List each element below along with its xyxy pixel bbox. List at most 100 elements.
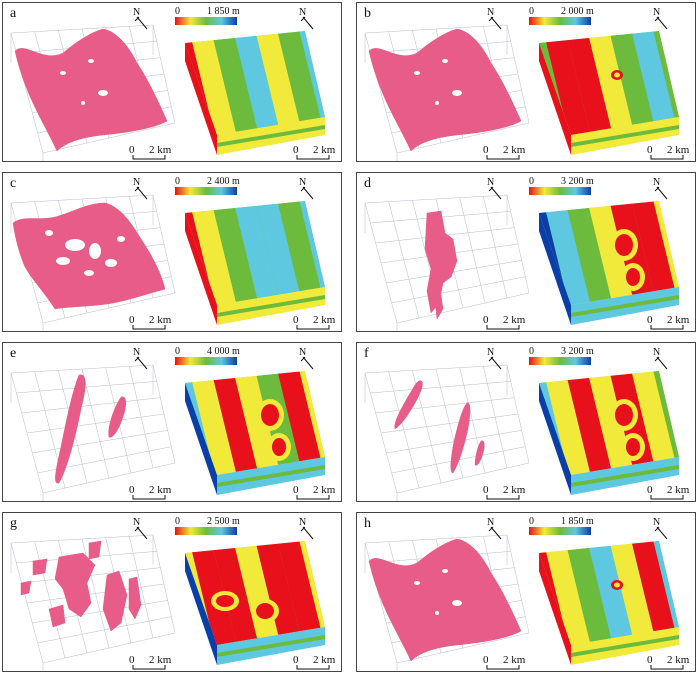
north-arrow-left: N [487,517,502,540]
wireframe-grid [10,364,176,501]
shape-hole [45,230,53,236]
colorbar: 0 4 000 m [175,346,240,365]
panel-h: h N N 0 1 850 m 0 2 km 0 2 km [356,512,696,672]
svg-text:0: 0 [647,144,653,156]
svg-text:N: N [299,177,306,188]
colorbar: 0 2 400 m [175,176,240,195]
colorbar-gradient [529,187,591,195]
colorbar: 0 3 200 m [529,176,594,195]
shape-hole [105,259,117,267]
colorbar: 0 2 000 m [529,6,594,25]
shape-hole [88,59,94,63]
north-arrow-left: N [133,177,148,200]
scale-bar-right: 0 2 km [293,144,336,160]
svg-text:N: N [653,347,660,358]
depth-block-3d [539,31,679,155]
shape-hole [56,257,70,265]
colorbar-max-label: 2 400 m [207,176,240,187]
colorbar-min-label: 0 [529,346,534,357]
scale-bar-right: 0 2 km [647,484,690,500]
panel-f: f N N 0 3 200 m 0 2 km 0 2 km [356,342,696,502]
svg-text:0: 0 [293,144,299,156]
colorbar: 0 1 850 m [175,6,240,25]
scale-bar-left: 0 2 km [129,314,172,330]
north-arrow-right: N [653,7,668,30]
orebody-shape [14,28,168,152]
svg-text:N: N [653,7,660,18]
north-arrow-right: N [653,347,668,370]
panel-g: g N N 0 2 500 m 0 2 km 0 2 km [2,512,342,672]
block-side-face [185,553,217,665]
depth-block-3d [539,541,679,665]
shape-hole [98,90,108,96]
colorbar: 0 2 500 m [175,516,240,535]
colorbar-gradient [175,187,237,195]
svg-text:0: 0 [129,144,135,156]
shape-hole [442,569,448,573]
colorbar-min-label: 0 [529,516,534,527]
colorbar-max-label: 4 000 m [207,346,240,357]
scale-bar-left: 0 2 km [129,654,172,670]
block-side-face [539,213,571,325]
colorbar-gradient [529,527,591,535]
colorbar: 0 3 200 m [529,346,594,365]
shape-hole [81,101,85,105]
panel-d: d N N 0 3 200 m 0 2 km 0 2 km [356,172,696,332]
colorbar-gradient [529,357,591,365]
depth-block-3d [185,31,325,155]
svg-text:0: 0 [483,144,489,156]
svg-text:0: 0 [483,314,489,326]
svg-text:N: N [299,347,306,358]
scale-bar-right: 0 2 km [647,314,690,330]
colorbar-min-label: 0 [529,176,534,187]
svg-text:N: N [133,517,140,528]
panel-c: c N N 0 2 400 m 0 2 km 0 2 km [2,172,342,332]
orebody-shape [55,374,126,484]
svg-text:0: 0 [293,484,299,496]
panel-b: b N N 0 2 000 m 0 2 km 0 2 km [356,2,696,162]
shape-hole [435,611,439,615]
svg-text:N: N [487,7,494,18]
colorbar-min-label: 0 [175,176,180,187]
scale-bar-left: 0 2 km [483,314,526,330]
colorbar-max-label: 2 500 m [207,516,240,527]
svg-text:2 km: 2 km [667,654,690,666]
svg-text:0: 0 [129,484,135,496]
svg-text:N: N [299,7,306,18]
panel-label: h [364,516,371,531]
svg-text:2 km: 2 km [313,144,336,156]
north-arrow-left: N [487,347,502,370]
shape-hole [435,101,439,105]
svg-text:2 km: 2 km [667,484,690,496]
colorbar-gradient [175,527,237,535]
svg-text:2 km: 2 km [313,314,336,326]
scale-bar-left: 0 2 km [129,144,172,160]
shape-hole [414,71,420,75]
shape-hole [452,90,462,96]
svg-text:2 km: 2 km [503,144,526,156]
north-arrow-right: N [299,177,314,200]
svg-text:N: N [487,517,494,528]
shape-hole [65,239,85,251]
svg-text:2 km: 2 km [667,144,690,156]
svg-text:0: 0 [483,484,489,496]
north-arrow-left: N [487,7,502,30]
block-side-face [185,43,217,155]
panel-label: c [10,176,17,191]
shape-hole [89,243,101,259]
orebody-shape [394,380,485,474]
colorbar-max-label: 1 850 m [207,6,240,17]
svg-text:2 km: 2 km [149,484,172,496]
north-arrow-right: N [653,177,668,200]
depth-block-3d [185,201,325,325]
svg-text:N: N [133,7,140,18]
orebody-shape [20,540,142,632]
svg-text:2 km: 2 km [313,484,336,496]
svg-text:N: N [487,347,494,358]
svg-text:2 km: 2 km [667,314,690,326]
block-side-face [539,43,571,155]
colorbar-gradient [175,17,237,25]
svg-text:2 km: 2 km [503,484,526,496]
svg-text:N: N [653,177,660,188]
svg-text:N: N [133,347,140,358]
